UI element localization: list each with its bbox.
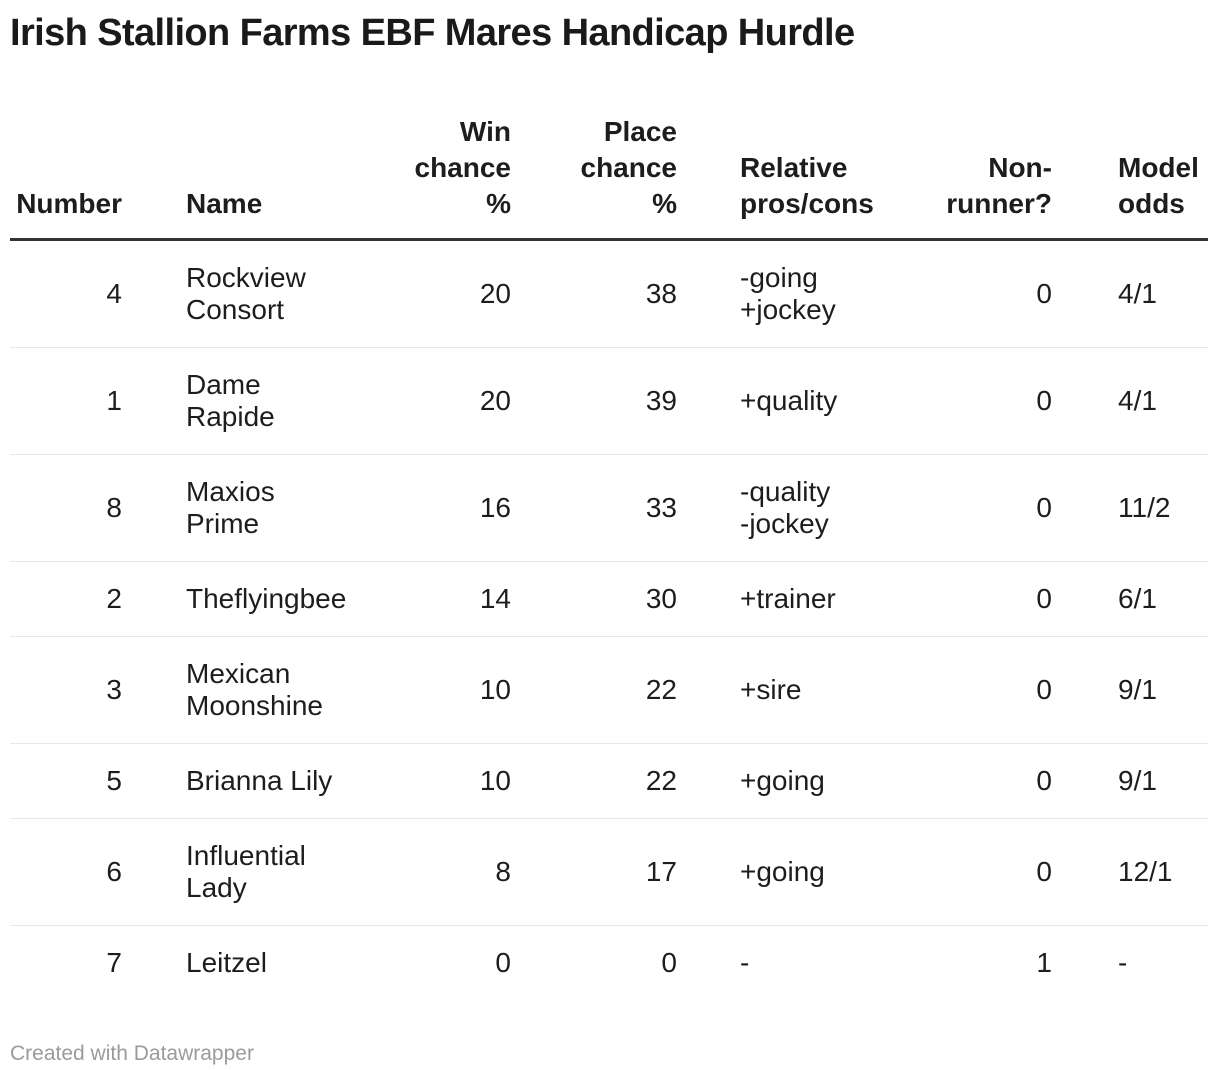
cell-win-chance: 20 (362, 347, 511, 455)
cell-pros-cons: +going (677, 743, 920, 819)
cell-pros-cons: +sire (677, 636, 920, 744)
cell-model-odds: - (1118, 947, 1128, 978)
cell-place-chance: 22 (511, 636, 677, 744)
horses-table: Number Name Win chance % Place chance % … (10, 114, 1208, 1000)
cell-place-chance: 30 (511, 561, 677, 637)
table-row: 2 Theflyingbee 14 30 +trainer 0 6/1 (10, 561, 1208, 637)
cell-number: 8 (10, 454, 122, 562)
cell-name: Maxios Prime (122, 454, 362, 562)
cell-model-odds: 6/1 (1052, 561, 1208, 637)
cell-model-odds: 4/1 (1052, 347, 1208, 455)
cell-place-chance: 17 (511, 818, 677, 926)
cell-pros-cons: -going +jockey (677, 239, 920, 348)
cell-pros-cons: +quality (677, 347, 920, 455)
table-row: 4 Rockview Consort 20 38 -going +jockey 0 4/1 (10, 239, 1208, 348)
cell-non-runner: 0 (920, 454, 1052, 562)
cell-number: 6 (10, 818, 122, 926)
cell-win-chance: 16 (362, 454, 511, 562)
cell-number: 7 (106, 947, 122, 978)
cell-name: Brianna Lily (122, 743, 362, 819)
table-body: 4 Rockview Consort 20 38 -going +jockey 0 4/1 1… (10, 239, 1208, 1001)
cell-pros-cons: +trainer (677, 561, 920, 637)
cell-name: Mexican Moonshine (122, 636, 362, 744)
chart-title: Irish Stallion Farms EBF Mares Handicap … (10, 12, 855, 54)
cell-non-runner: 1 (1036, 947, 1052, 978)
cell-place-chance: 22 (511, 743, 677, 819)
cell-non-runner: 0 (920, 743, 1052, 819)
cell-number: 3 (10, 636, 122, 744)
cell-model-odds: 12/1 (1052, 818, 1208, 926)
col-header-win-chance: Win chance % (362, 114, 511, 241)
cell-win-chance: 0 (495, 947, 511, 978)
cell-win-chance: 10 (362, 636, 511, 744)
cell-name: Leitzel (186, 947, 267, 978)
cell-non-runner: 0 (920, 347, 1052, 455)
col-header-name: Name (122, 114, 362, 241)
table-row: 7 Leitzel 0 0 - 1 - (10, 926, 1208, 1001)
cell-name: Influential Lady (122, 818, 362, 926)
cell-non-runner: 0 (920, 818, 1052, 926)
cell-place-chance: 33 (511, 454, 677, 562)
table-row: 5 Brianna Lily 10 22 +going 0 9/1 (10, 743, 1208, 819)
cell-model-odds: 9/1 (1052, 743, 1208, 819)
cell-number: 1 (10, 347, 122, 455)
cell-win-chance: 14 (362, 561, 511, 637)
cell-model-odds: 9/1 (1052, 636, 1208, 744)
cell-pros-cons: -quality -jockey (677, 454, 920, 562)
cell-place-chance: 0 (661, 947, 677, 978)
cell-number: 2 (10, 561, 122, 637)
table-row: 3 Mexican Moonshine 10 22 +sire 0 9/1 (10, 636, 1208, 744)
cell-name: Dame Rapide (122, 347, 362, 455)
cell-place-chance: 38 (511, 239, 677, 348)
col-header-place-chance: Place chance % (511, 114, 677, 241)
cell-name: Rockview Consort (122, 239, 362, 348)
cell-number: 4 (10, 239, 122, 348)
table-row: 1 Dame Rapide 20 39 +quality 0 4/1 (10, 347, 1208, 455)
col-header-pros-cons: Relative pros/cons (677, 114, 920, 241)
cell-model-odds: 11/2 (1052, 454, 1208, 562)
cell-win-chance: 8 (362, 818, 511, 926)
table-row: 8 Maxios Prime 16 33 -quality -jockey 0 11/2 (10, 454, 1208, 562)
attribution: Created with Datawrapper (10, 1042, 254, 1065)
table-header-row: Number Name Win chance % Place chance % … (10, 114, 1208, 241)
cell-non-runner: 0 (920, 561, 1052, 637)
col-header-number: Number (10, 114, 122, 241)
cell-win-chance: 20 (362, 239, 511, 348)
cell-pros-cons: - (740, 947, 750, 978)
cell-place-chance: 39 (511, 347, 677, 455)
cell-pros-cons: +going (677, 818, 920, 926)
cell-number: 5 (10, 743, 122, 819)
col-header-model-odds: Model odds (1052, 114, 1208, 241)
cell-non-runner: 0 (920, 239, 1052, 348)
cell-model-odds: 4/1 (1052, 239, 1208, 348)
cell-name: Theflyingbee (122, 561, 362, 637)
table-row: 6 Influential Lady 8 17 +going 0 12/1 (10, 818, 1208, 926)
col-header-non-runner: Non- runner? (920, 114, 1052, 241)
cell-win-chance: 10 (362, 743, 511, 819)
cell-non-runner: 0 (920, 636, 1052, 744)
